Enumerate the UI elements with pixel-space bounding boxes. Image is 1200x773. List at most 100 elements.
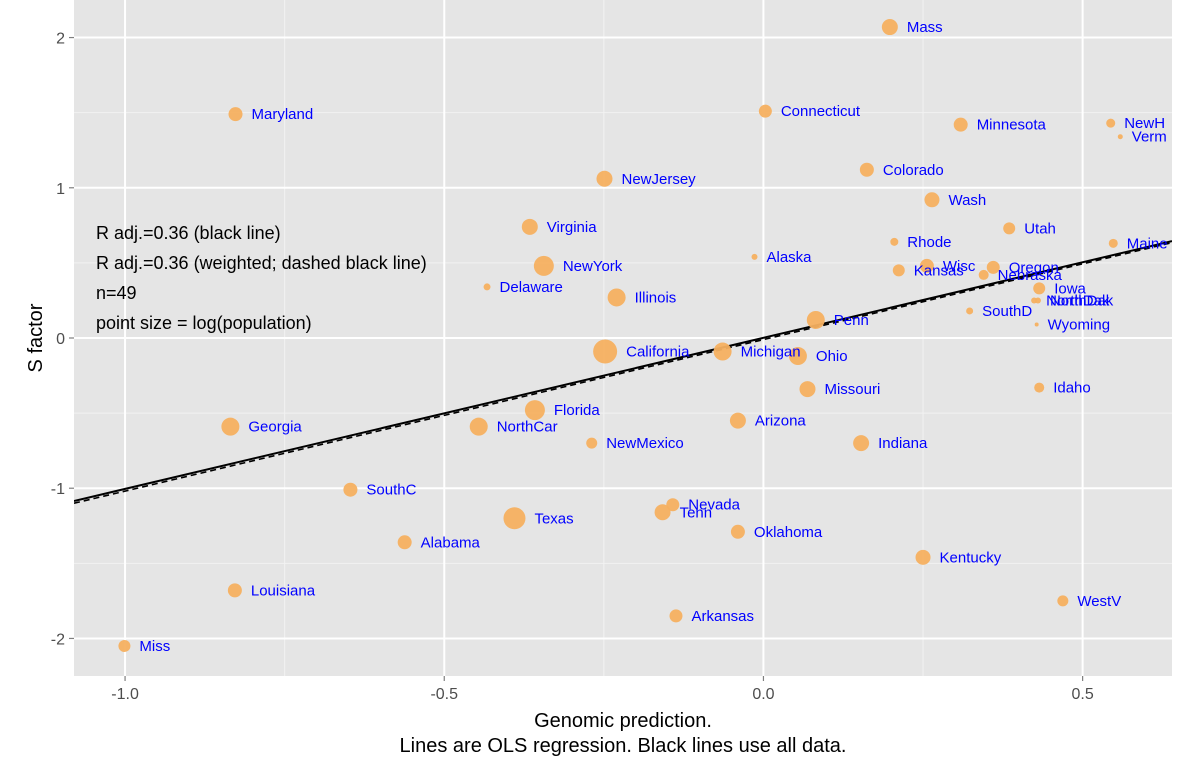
data-point (758, 104, 772, 118)
data-point (596, 170, 613, 187)
point-label: Tenn (680, 504, 713, 521)
data-point (730, 524, 745, 539)
point-label: Oregon (1009, 259, 1059, 276)
point-label: Minnesota (977, 117, 1047, 134)
annotation-line: point size = log(population) (96, 313, 312, 333)
point-label: Wisc (943, 258, 976, 275)
data-point (978, 269, 989, 280)
data-point (343, 482, 358, 497)
point-label: SouthC (366, 482, 416, 499)
point-label: Connecticut (781, 103, 861, 120)
data-point (881, 19, 898, 36)
point-label: Kentucky (940, 549, 1002, 566)
data-point (966, 307, 974, 315)
data-points (118, 19, 1123, 652)
point-label: NewYork (563, 258, 623, 275)
point-label: Idaho (1053, 380, 1091, 397)
data-point (521, 218, 538, 235)
regression-line-dashed (74, 241, 1172, 505)
data-point (669, 609, 683, 623)
x-tick-label: 0.0 (752, 686, 774, 703)
x-axis-ticks: -1.0 -0.5 0.0 0.5 (111, 676, 1094, 703)
point-label: NorthDak (1050, 292, 1114, 309)
regression-line-solid (74, 240, 1172, 502)
data-point (1108, 238, 1118, 248)
point-label: NorthCar (497, 419, 558, 436)
annotation-line: n=49 (96, 283, 137, 303)
data-point (469, 417, 488, 436)
data-point (1003, 222, 1016, 235)
data-point (799, 381, 816, 398)
data-point (1034, 297, 1041, 304)
point-label: WestV (1077, 593, 1121, 610)
data-point (533, 255, 554, 276)
point-label: Maryland (252, 106, 314, 123)
point-label: Ohio (816, 348, 848, 365)
data-point (1034, 322, 1039, 327)
point-label: Penn (834, 312, 869, 329)
point-label: Louisiana (251, 582, 316, 599)
point-label: Mass (907, 19, 943, 36)
regression-lines (74, 240, 1172, 505)
point-label: Maine (1127, 235, 1168, 252)
data-point (729, 412, 746, 429)
point-label: Oklahoma (754, 524, 823, 541)
data-point (483, 283, 491, 291)
x-tick-label: -1.0 (111, 686, 139, 703)
data-point (1034, 382, 1045, 393)
point-label: NewJersey (621, 171, 696, 188)
point-label: Wyoming (1048, 316, 1110, 333)
annotation-line: R adj.=0.36 (weighted; dashed black line… (96, 253, 427, 273)
data-point (1106, 118, 1116, 128)
data-point (953, 117, 968, 132)
point-label: Rhode (907, 234, 951, 251)
point-label: Illinois (635, 289, 677, 306)
data-point (859, 162, 874, 177)
point-label: Arizona (755, 413, 807, 430)
data-point (892, 264, 905, 277)
data-point (788, 347, 807, 366)
data-point (986, 260, 1000, 274)
annotation-block: R adj.=0.36 (black line) R adj.=0.36 (wei… (96, 223, 427, 333)
y-tick-label: -2 (51, 631, 65, 648)
point-label: California (626, 344, 690, 361)
point-label: Utah (1024, 220, 1056, 237)
data-point (524, 400, 545, 421)
x-tick-label: 0.5 (1072, 686, 1094, 703)
point-label: SouthD (982, 303, 1032, 320)
data-point (397, 535, 412, 550)
point-label: Wash (948, 192, 986, 209)
point-label: Nebraska (998, 267, 1063, 284)
data-point (713, 342, 732, 361)
data-point (1033, 282, 1046, 295)
data-point (853, 435, 870, 452)
data-point (924, 192, 940, 208)
data-point (503, 507, 526, 530)
point-label: Verm (1132, 129, 1167, 146)
point-label: Nevada (688, 497, 740, 514)
data-point (228, 107, 243, 122)
point-labels: Mass Maryland Connecticut Minnesota NewHVerm… (139, 19, 1167, 655)
data-point (1117, 134, 1123, 140)
point-label: NorthDak (1046, 292, 1110, 309)
data-point (586, 437, 598, 449)
point-label: NewMexico (606, 435, 684, 452)
data-point (227, 583, 242, 598)
data-point (654, 504, 671, 521)
point-label: Iowa (1054, 280, 1086, 297)
point-label: Texas (534, 510, 573, 527)
y-axis-title: S factor (25, 303, 47, 372)
data-point (666, 498, 680, 512)
point-label: Florida (554, 402, 601, 419)
data-point (751, 253, 758, 260)
data-point (607, 288, 626, 307)
point-label: Miss (139, 638, 170, 655)
data-point (221, 417, 240, 436)
data-point (118, 639, 131, 652)
point-label: Delaware (500, 279, 563, 296)
data-point (1057, 595, 1069, 607)
point-label: Colorado (883, 162, 944, 179)
point-label: Alaska (767, 249, 813, 266)
y-tick-label: 2 (56, 31, 65, 48)
